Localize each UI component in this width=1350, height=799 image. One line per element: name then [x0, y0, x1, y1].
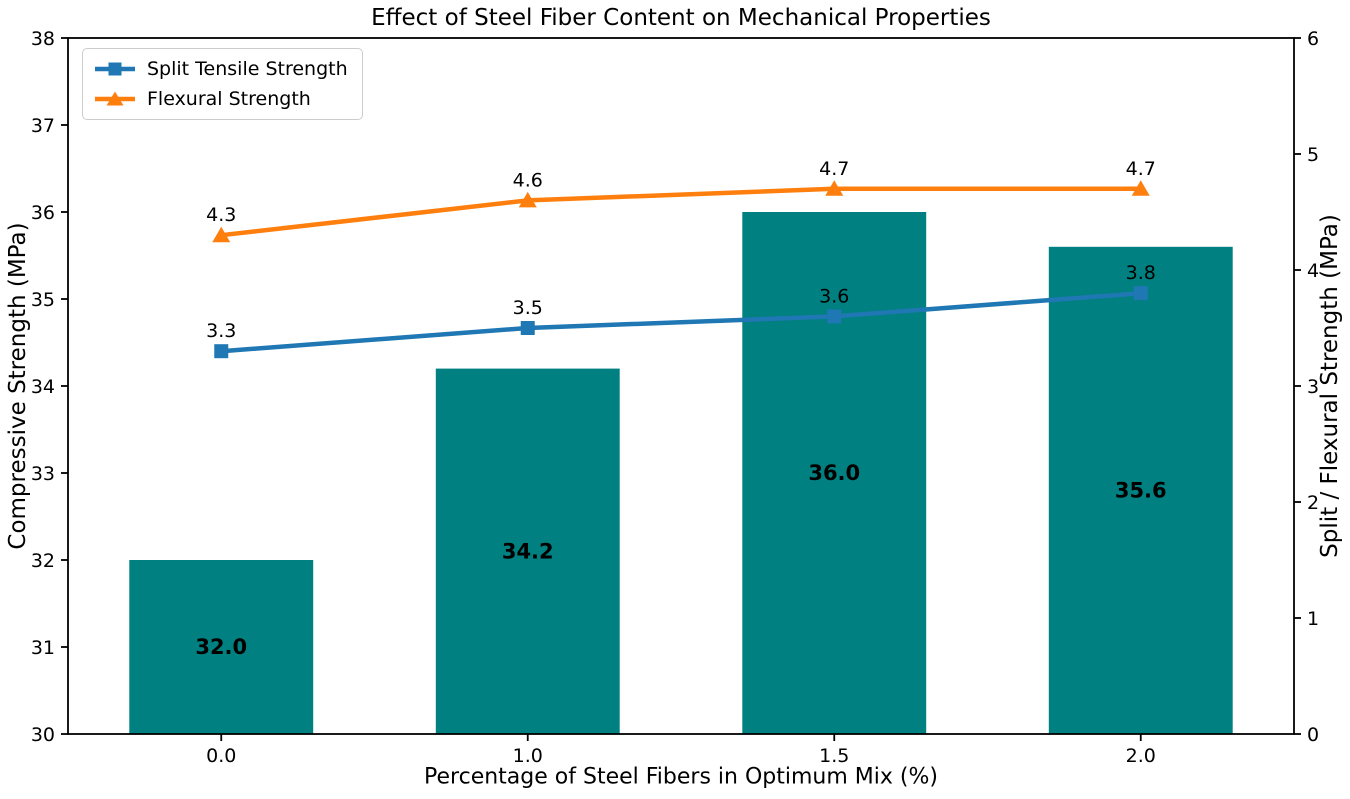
- y-axis-right-tick-label: 0: [1307, 724, 1319, 746]
- line-triangle-marker-icon: [95, 91, 135, 106]
- y-axis-label-left: Compressive Strength (MPa): [5, 222, 31, 550]
- point-value-label: 4.7: [819, 158, 849, 180]
- y-axis-right-tick-label: 5: [1307, 144, 1319, 166]
- bar-2.0: [1048, 246, 1233, 735]
- triangle-marker: [212, 226, 231, 243]
- point-value-label: 3.8: [1126, 262, 1156, 284]
- point-value-label: 3.6: [819, 285, 849, 307]
- line-square-marker-icon: [95, 62, 135, 76]
- y-axis-right-tick-label: 1: [1307, 608, 1319, 630]
- square-marker: [1133, 286, 1148, 301]
- triangle-marker: [825, 180, 844, 196]
- bar-1.5: [742, 212, 927, 734]
- bar-0.0: [129, 560, 314, 734]
- legend-item-flexural: Flexural Strength: [93, 88, 348, 110]
- point-value-label: 4.6: [513, 169, 543, 191]
- x-axis-label: Percentage of Steel Fibers in Optimum Mi…: [424, 764, 938, 790]
- triangle-marker: [518, 191, 537, 208]
- bar-value-label: 32.0: [195, 635, 247, 659]
- y-axis-right-tick-label: 6: [1307, 28, 1319, 50]
- x-axis-tick-label: 0.0: [206, 745, 236, 767]
- square-marker: [520, 321, 535, 335]
- point-value-label: 4.3: [206, 204, 236, 226]
- legend: Split Tensile Strength Flexural Strength: [82, 48, 363, 120]
- y-axis-left-tick-label: 34: [31, 376, 55, 398]
- y-axis-left-tick-label: 38: [31, 28, 55, 50]
- square-marker: [214, 344, 229, 359]
- point-value-label: 3.3: [206, 320, 236, 342]
- y-axis-left-tick-label: 37: [31, 115, 55, 137]
- y-axis-right-tick-label: 4: [1307, 260, 1319, 282]
- point-value-label: 4.7: [1126, 158, 1156, 180]
- series-line-1: [219, 186, 1143, 238]
- x-axis-tick-label: 1.0: [513, 745, 543, 767]
- y-axis-left-tick-label: 35: [31, 289, 55, 311]
- y-axis-label-right: Split / Flexural Strength (MPa): [1317, 214, 1343, 558]
- series-line-0: [219, 290, 1143, 354]
- y-axis-left-tick-label: 31: [31, 637, 55, 659]
- y-axis-right-tick-label: 3: [1307, 376, 1319, 398]
- legend-label-flexural: Flexural Strength: [147, 88, 311, 110]
- triangle-marker: [1131, 180, 1150, 196]
- point-value-label: 3.5: [513, 297, 543, 319]
- y-axis-left-tick-label: 32: [31, 550, 55, 572]
- y-axis-left-tick-label: 33: [31, 463, 55, 485]
- bar-value-label: 35.6: [1115, 478, 1167, 502]
- bar-1.0: [435, 368, 620, 734]
- bar-value-label: 34.2: [502, 539, 554, 563]
- legend-item-split-tensile: Split Tensile Strength: [93, 58, 348, 80]
- y-axis-left-tick-label: 30: [31, 724, 55, 746]
- legend-label-split-tensile: Split Tensile Strength: [147, 58, 348, 80]
- square-marker: [827, 309, 842, 324]
- bar-value-label: 36.0: [808, 461, 860, 485]
- x-axis-tick-label: 2.0: [1126, 745, 1156, 767]
- x-axis-tick-label: 1.5: [819, 745, 849, 767]
- y-axis-left-tick-label: 36: [31, 202, 55, 224]
- y-axis-right-tick-label: 2: [1307, 492, 1319, 514]
- chart-title: Effect of Steel Fiber Content on Mechani…: [371, 5, 991, 31]
